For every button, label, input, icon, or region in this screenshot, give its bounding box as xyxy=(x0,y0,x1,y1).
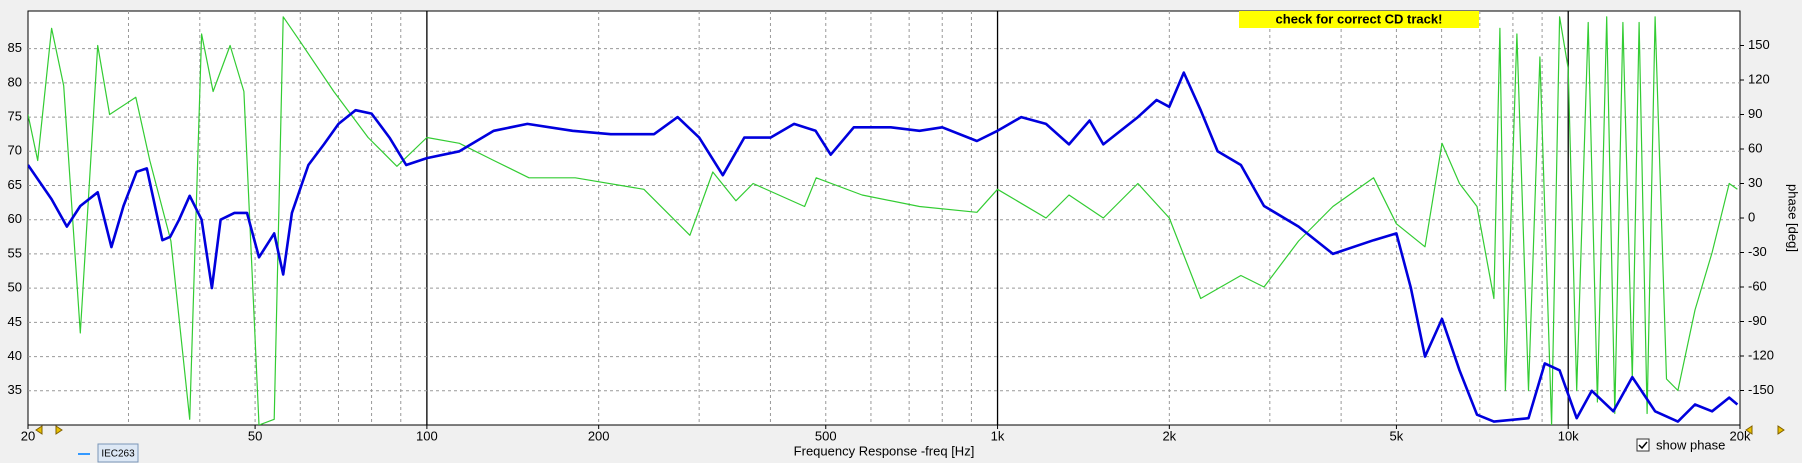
y-tick-label: 60 xyxy=(8,211,22,226)
y2-tick-label: -30 xyxy=(1748,244,1767,259)
y2-tick-label: 120 xyxy=(1748,71,1770,86)
series-line xyxy=(28,16,1738,425)
y2-axis-label: phase [deg] xyxy=(1786,184,1801,252)
y-tick-label: 65 xyxy=(8,177,22,192)
y-tick-label: 75 xyxy=(8,109,22,124)
y-tick-label: 70 xyxy=(8,143,22,158)
y-tick-label: 45 xyxy=(8,314,22,329)
y2-tick-label: -120 xyxy=(1748,347,1774,362)
lines xyxy=(28,16,1739,425)
y-tick-label: 80 xyxy=(8,74,22,89)
x-tick-label: 20k xyxy=(1730,428,1751,443)
y-tick-label: 55 xyxy=(8,245,22,260)
x-tick-label: 500 xyxy=(815,428,837,443)
x-tick-label: 200 xyxy=(588,428,610,443)
range-handle[interactable] xyxy=(35,425,63,435)
x-axis-label: Frequency Response -freq [Hz] xyxy=(794,443,975,458)
x-tick-label: 20 xyxy=(21,428,35,443)
plot-area xyxy=(27,10,1741,426)
checkbox[interactable] xyxy=(1636,438,1650,452)
x-tick-label: 10k xyxy=(1558,428,1579,443)
x-tick-label: 5k xyxy=(1390,428,1404,443)
x-tick-label: 50 xyxy=(248,428,262,443)
legend-label: IEC263 xyxy=(101,449,135,460)
y2-tick-label: -90 xyxy=(1748,313,1767,328)
y2-tick-label: 90 xyxy=(1748,106,1762,121)
y2-tick-label: 30 xyxy=(1748,175,1762,190)
range-handle[interactable] xyxy=(1745,425,1785,435)
y-tick-label: 40 xyxy=(8,348,22,363)
checkbox-label: show phase xyxy=(1656,437,1725,452)
x-tick-label: 1k xyxy=(991,428,1005,443)
x-tick-label: 2k xyxy=(1162,428,1176,443)
y2-tick-label: 60 xyxy=(1748,140,1762,155)
annotation-box xyxy=(1239,11,1479,28)
y-tick-label: 85 xyxy=(8,40,22,55)
y-tick-label: 35 xyxy=(8,382,22,397)
checkmark xyxy=(1638,441,1648,450)
y2-tick-label: -150 xyxy=(1748,382,1774,397)
y-tick-label: 50 xyxy=(8,280,22,295)
y2-tick-label: 0 xyxy=(1748,209,1755,224)
legend-box[interactable] xyxy=(97,443,139,463)
y2-tick-label: 150 xyxy=(1748,37,1770,52)
x-tick-label: 100 xyxy=(416,428,438,443)
series-line xyxy=(28,71,1739,423)
annotation: check for correct CD track! xyxy=(1276,11,1443,26)
y2-tick-label: -60 xyxy=(1748,278,1767,293)
